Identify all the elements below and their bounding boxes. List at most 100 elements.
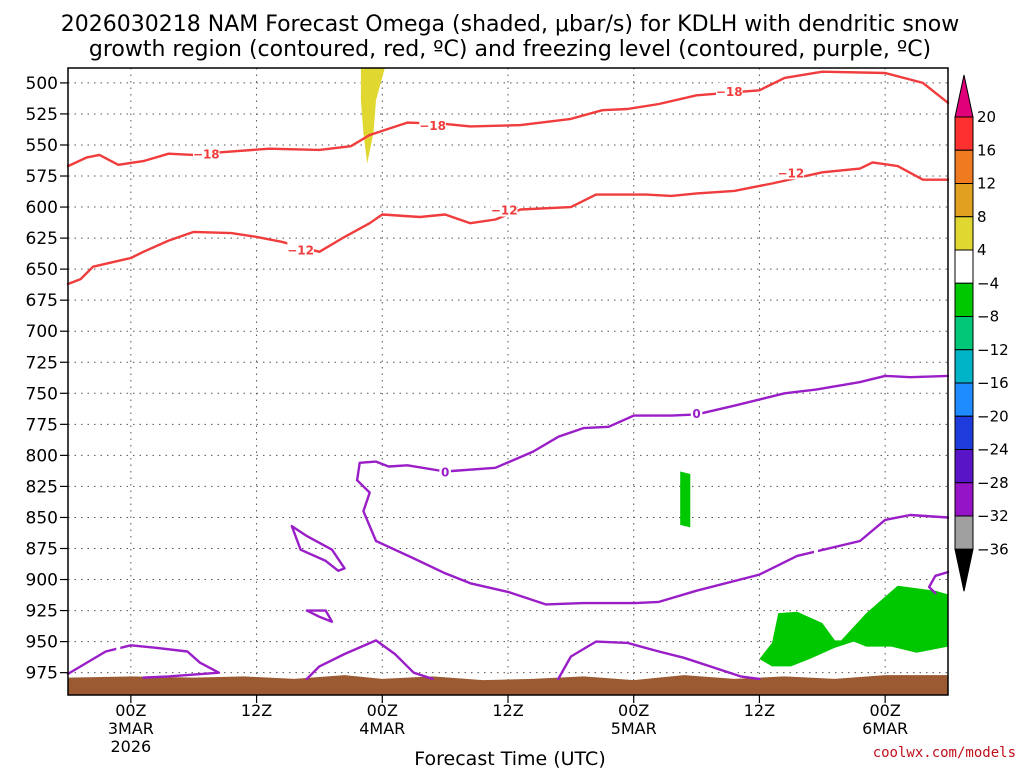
y-tick-label: 925 xyxy=(26,602,58,622)
colorbar-swatch xyxy=(954,316,974,351)
contour-label: −12 xyxy=(287,243,314,257)
omega-shading xyxy=(360,68,948,667)
y-tick-label: 950 xyxy=(26,633,58,653)
colorbar-swatch xyxy=(954,282,974,317)
colorbar-swatch xyxy=(954,149,974,184)
contour-freezing-left-loop xyxy=(355,479,950,606)
contour-label-bg xyxy=(777,164,805,180)
contour-label-bg xyxy=(814,542,818,558)
contour-label-bg xyxy=(716,82,743,98)
contour-label-bg xyxy=(439,463,451,479)
contour-label-bg xyxy=(690,405,703,421)
shade-omega-positive xyxy=(360,68,385,164)
contour-label: −12 xyxy=(777,166,804,180)
colorbar-tick-label: 16 xyxy=(977,141,996,159)
colorbar-tick-label: −4 xyxy=(977,274,999,292)
chart-title-line-1: 2026030218 NAM Forecast Omega (shaded, μ… xyxy=(61,12,959,37)
x-tick-label: 00Z xyxy=(618,701,649,720)
y-tick-label: 525 xyxy=(26,105,58,125)
colorbar-swatch xyxy=(954,515,974,550)
y-tick-label: 975 xyxy=(26,664,58,684)
contour-label: −18 xyxy=(419,119,446,133)
colorbar-tick-label: 8 xyxy=(977,208,987,226)
contour-label-bg xyxy=(116,638,121,654)
colorbar-swatch xyxy=(954,482,974,517)
y-tick-label: 600 xyxy=(26,198,58,218)
x-tick-label: 00Z xyxy=(367,701,398,720)
x-tick-label: 00Z xyxy=(115,701,146,720)
x-tick-label: 5MAR xyxy=(611,719,657,738)
x-tick-label: 6MAR xyxy=(862,719,908,738)
colorbar-swatch xyxy=(954,249,974,284)
x-tick-label: 12Z xyxy=(241,701,272,720)
colorbar-swatch xyxy=(954,449,974,484)
contour-freezing-bottom-left xyxy=(66,644,221,679)
contour-freezing-top xyxy=(355,374,950,482)
colorbar-tick-label: −32 xyxy=(977,507,1009,525)
y-tick-label: 550 xyxy=(26,136,58,156)
colorbar-tick-label: −28 xyxy=(977,474,1009,492)
x-tick-label: 4MAR xyxy=(359,719,405,738)
colorbar-swatch xyxy=(954,216,974,251)
contour-label-bg xyxy=(193,145,220,161)
contour-label: −18 xyxy=(193,148,220,162)
contour-freezing-right-edge xyxy=(927,570,950,595)
colorbar-tick-label: −12 xyxy=(977,341,1009,359)
y-tick-label: 750 xyxy=(26,384,58,404)
x-tick-label: 00Z xyxy=(869,701,900,720)
colorbar-swatch xyxy=(954,183,974,218)
colorbar-swatch xyxy=(954,116,974,151)
contour-labels: −18 −18 −18 −12 −12 −12 0 0 xyxy=(116,82,818,654)
y-tick-label: 900 xyxy=(26,571,58,591)
contour-label-bg xyxy=(490,201,518,217)
terrain-layer xyxy=(68,675,948,695)
chart-title-line-2: growth region (contoured, red, ºC) and f… xyxy=(89,37,931,62)
colorbar-tick-label: −24 xyxy=(977,441,1009,459)
colorbar-tick-label: 4 xyxy=(977,241,987,259)
contour-label: 0 xyxy=(692,407,700,421)
colorbar-tick-label: −8 xyxy=(977,308,999,326)
ground xyxy=(68,675,948,695)
y-tick-label: 625 xyxy=(26,229,58,249)
y-tick-label: 650 xyxy=(26,260,58,280)
y-tick-label: 800 xyxy=(26,446,58,466)
contour-freezing-bottom-mid xyxy=(305,639,434,681)
y-tick-label: 675 xyxy=(26,291,58,311)
colorbar-tick-label: −20 xyxy=(977,407,1009,425)
y-tick-label: 825 xyxy=(26,477,58,497)
y-axis-ticks: 500 525 550 575 600 625 650 675 700 725 750 775 800 8… xyxy=(26,74,68,684)
contour-freezing-loop-upper xyxy=(290,524,346,572)
y-tick-label: 725 xyxy=(26,353,58,373)
colorbar-bottom-arrow xyxy=(954,548,974,592)
contour-label: −12 xyxy=(491,204,518,218)
colorbar-swatch xyxy=(954,349,974,384)
shade-omega-negative-strip xyxy=(680,471,691,528)
contour-label: 0 xyxy=(441,466,449,480)
colorbar: 20 16 12 8 4 −4 −8 −12 −16 −20 −24 −28 −32 −36 xyxy=(954,74,1009,592)
colorbar-tick-label: 20 xyxy=(977,108,996,126)
y-tick-label: 875 xyxy=(26,539,58,559)
x-tick-label: 12Z xyxy=(492,701,523,720)
contour-freezing-loop-lower xyxy=(305,609,334,623)
colorbar-tick-label: −16 xyxy=(977,374,1009,392)
grid-lines xyxy=(68,68,948,695)
x-tick-label: 12Z xyxy=(744,701,775,720)
colorbar-swatch xyxy=(954,382,974,417)
x-tick-label: 2026 xyxy=(110,737,151,756)
contour-minus12 xyxy=(66,161,950,286)
colorbar-swatch xyxy=(954,415,974,450)
contour-freezing-bottom-right xyxy=(557,640,761,681)
x-axis-label: Forecast Time (UTC) xyxy=(414,748,605,768)
y-tick-label: 575 xyxy=(26,167,58,187)
y-tick-label: 700 xyxy=(26,322,58,342)
contour-label-bg xyxy=(287,241,314,257)
x-tick-label: 3MAR xyxy=(108,719,154,738)
colorbar-tick-label: −36 xyxy=(977,540,1009,558)
contour-label-bg xyxy=(518,601,523,617)
y-tick-label: 775 xyxy=(26,415,58,435)
contour-label-bg xyxy=(419,117,446,133)
credit-text: coolwx.com/models xyxy=(873,745,1016,761)
contour-lines xyxy=(66,70,950,681)
